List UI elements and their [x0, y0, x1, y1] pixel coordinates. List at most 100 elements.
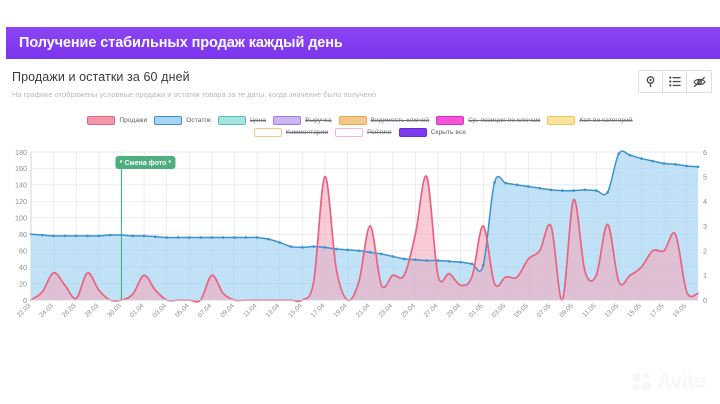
legend-label: Скрыть все	[430, 129, 466, 136]
eye-off-icon[interactable]	[687, 71, 711, 92]
series-point-ostatok	[74, 234, 78, 238]
x-axis-tick: 05.04	[174, 302, 191, 319]
x-axis-tick: 19.04	[332, 302, 349, 319]
series-point-ostatok	[199, 236, 202, 239]
x-axis-tick: 23.04	[378, 302, 395, 319]
annotation-badge[interactable]	[115, 156, 176, 169]
x-axis-tick: 13.05	[604, 302, 621, 319]
series-point-ostatok	[346, 248, 349, 252]
x-axis-tick: 22.03	[16, 302, 33, 319]
y-axis-tick: 100	[15, 214, 27, 223]
legend-item-2-2[interactable]: Скрыть все	[398, 128, 466, 137]
legend-item-2-0[interactable]: Комментарии	[254, 128, 328, 137]
promo-banner: Получение стабильных продаж каждый день	[6, 27, 720, 59]
x-axis-tick: 30.03	[106, 302, 123, 319]
svg-text:30.03: 30.03	[106, 302, 123, 319]
x-axis-tick: 07.05	[536, 302, 553, 319]
svg-text:13.05: 13.05	[604, 302, 621, 319]
svg-text:05.05: 05.05	[513, 302, 530, 319]
series-point-ostatok	[674, 162, 677, 166]
svg-text:07.04: 07.04	[197, 302, 214, 319]
series-point-ostatok	[628, 153, 632, 157]
chart-legend: Продажи Остаток Цена Выручка Видимость ключе…	[0, 116, 720, 140]
svg-text:29.04: 29.04	[445, 302, 462, 319]
series-point-ostatok	[504, 181, 508, 185]
y-axis-tick: 40	[19, 263, 27, 272]
list-icon[interactable]	[663, 71, 687, 92]
series-point-ostatok	[402, 257, 406, 261]
legend-label: Ср. позиция по ключам	[468, 117, 541, 124]
legend-label: Остаток	[186, 117, 211, 124]
series-point-ostatok	[108, 233, 112, 237]
series-point-ostatok	[244, 236, 248, 239]
svg-text:19.05: 19.05	[671, 302, 688, 319]
pin-icon[interactable]	[639, 71, 663, 92]
svg-text:22.03: 22.03	[16, 302, 33, 319]
series-point-ostatok	[142, 234, 146, 238]
legend-swatch	[398, 128, 427, 137]
series-point-ostatok	[267, 237, 270, 241]
legend-item-1-5[interactable]: Ср. позиция по ключам	[436, 116, 540, 125]
series-area-prodazhi	[31, 176, 698, 302]
legend-item-1-0[interactable]: Продажи	[87, 116, 147, 125]
y-axis-tick: 20	[19, 279, 27, 288]
banner-title: Получение стабильных продаж каждый день	[19, 35, 343, 51]
series-point-ostatok	[380, 252, 383, 256]
series-point-ostatok	[97, 234, 101, 238]
legend-swatch	[436, 116, 465, 125]
series-point-ostatok	[210, 236, 214, 239]
x-axis-tick: 09.04	[219, 302, 236, 319]
series-point-ostatok	[300, 246, 304, 249]
series-point-ostatok	[414, 258, 417, 262]
series-point-ostatok	[459, 260, 462, 264]
svg-text:17.04: 17.04	[310, 302, 327, 319]
x-axis-tick: 01.05	[468, 302, 485, 319]
y2-axis-tick: 5	[703, 172, 707, 181]
y-axis-tick: 180	[15, 148, 27, 157]
series-line-prodazhi[interactable]	[30, 175, 699, 303]
legend-label: Видимость ключей	[370, 117, 430, 124]
svg-text:11.05: 11.05	[581, 302, 598, 319]
x-axis-tick: 15.04	[287, 302, 304, 319]
series-point-ostatok	[233, 236, 236, 239]
series-point-ostatok	[357, 249, 361, 253]
x-axis-tick: 28.03	[84, 302, 101, 319]
svg-text:27.04: 27.04	[423, 302, 440, 319]
svg-text:07.05: 07.05	[536, 302, 553, 319]
legend-label: Комментарии	[286, 129, 329, 136]
series-point-ostatok	[131, 234, 135, 238]
y-axis-tick: 120	[15, 197, 27, 206]
legend-item-1-6[interactable]: Кол-во категорий	[547, 116, 633, 125]
series-point-ostatok	[447, 260, 451, 263]
chart-plot-area[interactable]: 0 20 40 60 80 100 120 140 160 180 0 1 2 3 4 5 6 * Смена ф…	[0, 148, 720, 404]
legend-swatch	[254, 128, 283, 137]
svg-text:26.03: 26.03	[61, 302, 78, 319]
svg-text:05.04: 05.04	[174, 302, 191, 319]
svg-text:09.04: 09.04	[219, 302, 236, 319]
legend-swatch	[335, 128, 364, 137]
series-point-ostatok	[40, 233, 44, 237]
y-axis-tick: 60	[19, 246, 27, 255]
legend-item-1-1[interactable]: Остаток	[154, 116, 211, 125]
x-axis-tick: 24.03	[38, 302, 55, 319]
legend-item-1-2[interactable]: Цена	[218, 116, 266, 125]
x-axis-tick: 11.05	[581, 302, 598, 319]
series-point-ostatok	[323, 246, 327, 249]
page-title: Продажи и остатки за 60 дней	[12, 70, 190, 84]
svg-text:19.04: 19.04	[332, 302, 349, 319]
analytics-card: Продажи и остатки за 60 дней На графике …	[0, 62, 720, 404]
legend-label: Рейтинг	[367, 129, 392, 136]
legend-swatch	[154, 116, 183, 125]
legend-item-2-1[interactable]: Рейтинг	[335, 128, 392, 137]
series-point-ostatok	[52, 234, 55, 238]
legend-item-1-3[interactable]: Выручка	[273, 116, 332, 125]
chart-svg[interactable]: 0 20 40 60 80 100 120 140 160 180 0 1 2 3 4 5 6 * Смена ф…	[0, 148, 720, 404]
annotation-label: * Смена фото *	[120, 160, 172, 167]
series-point-ostatok	[165, 236, 169, 239]
x-axis-tick: 05.05	[513, 302, 530, 319]
x-axis-tick: 25.04	[400, 302, 417, 319]
series-point-ostatok	[583, 188, 587, 192]
svg-text:01.05: 01.05	[468, 302, 485, 319]
legend-item-1-4[interactable]: Видимость ключей	[338, 116, 430, 125]
